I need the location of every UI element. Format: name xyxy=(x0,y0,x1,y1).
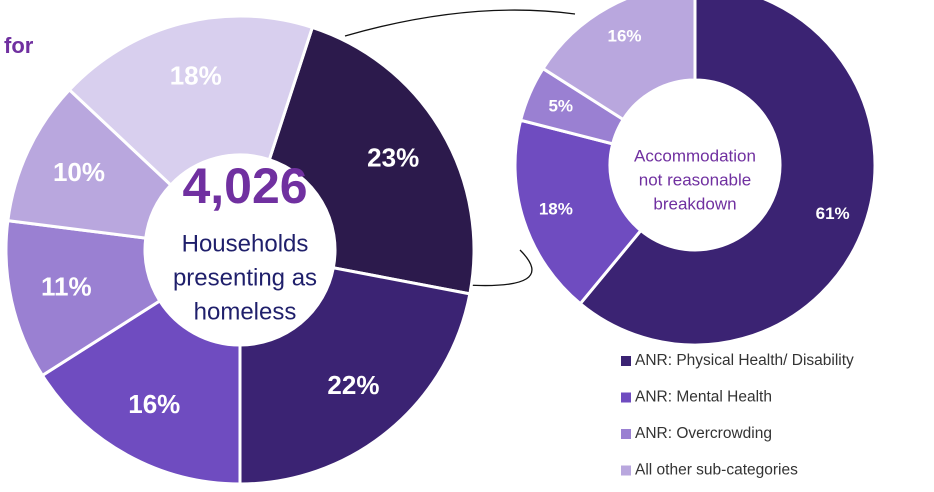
legend-swatch xyxy=(621,356,631,366)
center-label: Households xyxy=(182,230,309,257)
value-label: 16% xyxy=(608,26,642,45)
donut-segment xyxy=(578,0,877,347)
donut-segment xyxy=(513,118,643,306)
legend-swatch xyxy=(621,429,631,439)
connector-line xyxy=(465,249,533,287)
value-label: 18% xyxy=(539,200,573,219)
value-label: 11% xyxy=(41,272,92,302)
value-label: 18% xyxy=(170,60,222,90)
value-label: 61% xyxy=(816,204,850,223)
center-label: homeless xyxy=(194,298,297,325)
value-label: 22% xyxy=(327,370,379,400)
donut-segment xyxy=(67,14,315,188)
value-label: 10% xyxy=(53,157,105,187)
legend-label: All other sub-categories xyxy=(635,462,798,479)
center-label: not reasonable xyxy=(639,170,751,189)
center-label: presenting as xyxy=(173,264,317,291)
legend-label: ANR: Overcrowding xyxy=(635,425,772,442)
legend-swatch xyxy=(621,392,631,403)
title: for xyxy=(4,33,34,58)
value-label: 23% xyxy=(367,142,419,172)
donut-segment xyxy=(267,25,476,296)
center-label: breakdown xyxy=(653,194,736,213)
donut-segment xyxy=(540,0,697,122)
value-label: 5% xyxy=(548,96,573,115)
value-label: 16% xyxy=(128,389,180,419)
legend-swatch xyxy=(621,465,631,476)
donut-segment xyxy=(40,298,242,486)
connector-line xyxy=(344,9,576,37)
center-value: 4,026 xyxy=(182,158,307,214)
center-label: Accommodation xyxy=(634,146,756,165)
legend-label: ANR: Mental Health xyxy=(635,389,772,406)
donut-segment xyxy=(238,266,472,486)
legend-label: ANR: Physical Health/ Disability xyxy=(635,352,854,369)
